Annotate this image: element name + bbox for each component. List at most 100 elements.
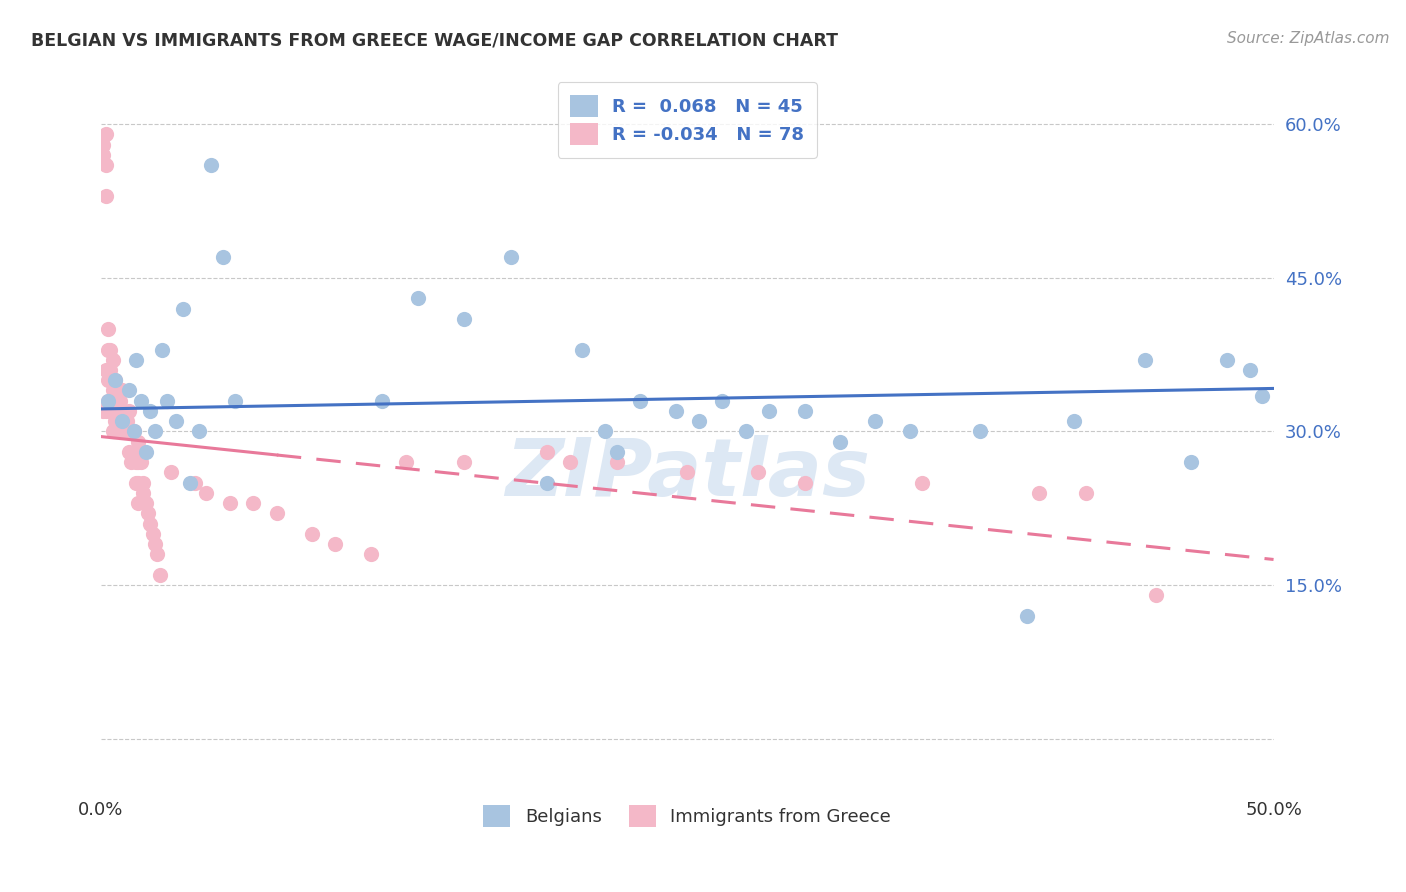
Point	[104, 414, 127, 428]
Point	[134, 445, 156, 459]
Point	[134, 496, 156, 510]
Point	[969, 425, 991, 439]
Point	[1133, 352, 1156, 367]
Point	[793, 404, 815, 418]
Text: BELGIAN VS IMMIGRANTS FROM GREECE WAGE/INCOME GAP CORRELATION CHART: BELGIAN VS IMMIGRANTS FROM GREECE WAGE/I…	[31, 31, 838, 49]
Point	[188, 425, 211, 439]
Point	[127, 434, 149, 449]
Point	[115, 414, 138, 428]
Point	[98, 343, 121, 357]
Point	[132, 486, 155, 500]
Point	[127, 455, 149, 469]
Point	[142, 527, 165, 541]
Point	[1074, 486, 1097, 500]
Point	[149, 567, 172, 582]
Point	[143, 425, 166, 439]
Point	[118, 425, 141, 439]
Point	[828, 434, 851, 449]
Point	[112, 404, 135, 418]
Point	[453, 311, 475, 326]
Point	[127, 475, 149, 490]
Point	[98, 363, 121, 377]
Point	[101, 384, 124, 398]
Point	[94, 128, 117, 142]
Point	[571, 343, 593, 357]
Point	[129, 393, 152, 408]
Point	[112, 425, 135, 439]
Point	[111, 425, 134, 439]
Point	[325, 537, 347, 551]
Point	[1028, 486, 1050, 500]
Point	[108, 393, 131, 408]
Point	[146, 547, 169, 561]
Point	[94, 158, 117, 172]
Point	[111, 414, 134, 428]
Point	[97, 393, 120, 408]
Point	[219, 496, 242, 510]
Point	[395, 455, 418, 469]
Point	[101, 404, 124, 418]
Point	[91, 148, 114, 162]
Point	[371, 393, 394, 408]
Point	[747, 466, 769, 480]
Point	[242, 496, 264, 510]
Text: Source: ZipAtlas.com: Source: ZipAtlas.com	[1226, 31, 1389, 46]
Point	[118, 445, 141, 459]
Point	[104, 373, 127, 387]
Point	[628, 393, 651, 408]
Point	[125, 445, 148, 459]
Point	[101, 352, 124, 367]
Point	[104, 393, 127, 408]
Point	[593, 425, 616, 439]
Point	[98, 404, 121, 418]
Point	[111, 384, 134, 398]
Point	[105, 425, 128, 439]
Point	[97, 393, 120, 408]
Point	[453, 455, 475, 469]
Point	[94, 189, 117, 203]
Point	[1239, 363, 1261, 377]
Point	[735, 425, 758, 439]
Point	[558, 455, 581, 469]
Point	[1063, 414, 1085, 428]
Point	[132, 475, 155, 490]
Point	[793, 475, 815, 490]
Point	[606, 455, 628, 469]
Point	[139, 516, 162, 531]
Point	[501, 250, 523, 264]
Point	[1250, 388, 1272, 402]
Point	[101, 425, 124, 439]
Point	[127, 496, 149, 510]
Point	[143, 537, 166, 551]
Point	[200, 158, 222, 172]
Point	[406, 291, 429, 305]
Point	[301, 527, 323, 541]
Point	[97, 322, 120, 336]
Point	[156, 393, 179, 408]
Point	[172, 301, 194, 316]
Point	[115, 425, 138, 439]
Legend: Belgians, Immigrants from Greece: Belgians, Immigrants from Greece	[477, 798, 898, 835]
Point	[160, 466, 183, 480]
Point	[664, 404, 686, 418]
Point	[606, 445, 628, 459]
Point	[1215, 352, 1237, 367]
Point	[360, 547, 382, 561]
Point	[536, 445, 558, 459]
Point	[150, 343, 173, 357]
Point	[120, 425, 142, 439]
Point	[129, 455, 152, 469]
Point	[108, 414, 131, 428]
Point	[863, 414, 886, 428]
Point	[125, 475, 148, 490]
Point	[118, 404, 141, 418]
Point	[911, 475, 934, 490]
Point	[184, 475, 207, 490]
Point	[536, 475, 558, 490]
Point	[105, 384, 128, 398]
Point	[97, 373, 120, 387]
Point	[758, 404, 780, 418]
Point	[120, 455, 142, 469]
Point	[97, 343, 120, 357]
Point	[1017, 608, 1039, 623]
